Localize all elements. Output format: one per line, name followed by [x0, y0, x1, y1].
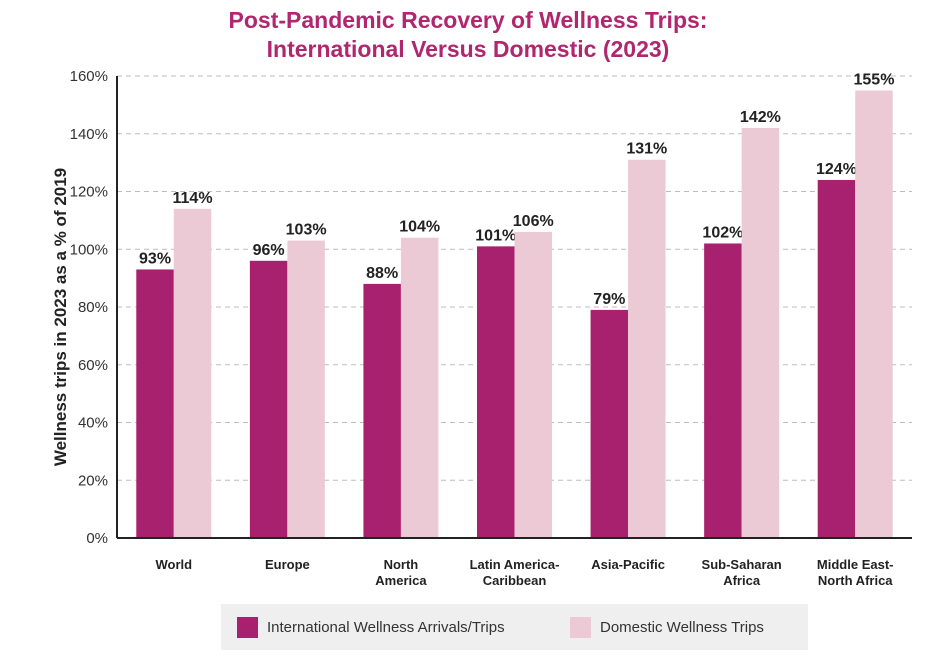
data-label-international: 124%	[816, 161, 857, 178]
y-tick-label: 20%	[78, 472, 108, 489]
legend-swatch-domestic	[570, 616, 591, 638]
x-tick-label: Caribbean	[483, 573, 547, 588]
bar-domestic	[741, 127, 780, 538]
legend-item-international: International Wellness Arrivals/Trips	[237, 616, 505, 638]
legend-label-domestic: Domestic Wellness Trips	[600, 618, 764, 636]
chart-title-line-2: International Versus Domestic (2023)	[266, 36, 670, 62]
x-tick-label: Europe	[265, 557, 310, 572]
x-tick-label: North Africa	[818, 573, 893, 588]
y-tick-label: 120%	[70, 184, 108, 201]
bar-chart: 0% 20% 40% 60% 80% 100% 120% 140% 160% Wellness t…	[51, 68, 912, 588]
legend-label-international: International Wellness Arrivals/Trips	[267, 618, 505, 636]
data-label-domestic: 142%	[740, 109, 781, 126]
x-tick-label: Asia-Pacific	[591, 557, 665, 572]
data-label-domestic: 114%	[173, 190, 213, 207]
chart-title-line-1: Post-Pandemic Recovery of Wellness Trips…	[228, 7, 708, 33]
bar-domestic	[628, 159, 666, 539]
data-label-international: 93%	[139, 250, 171, 267]
data-label-domestic: 106%	[513, 213, 554, 230]
x-tick-label: Latin America-	[470, 557, 560, 572]
bar-international	[363, 283, 401, 538]
data-label-international: 96%	[253, 242, 285, 259]
x-tick-label: America	[375, 573, 427, 588]
data-label-international: 101%	[475, 227, 516, 244]
bar-domestic	[514, 231, 552, 539]
y-tick-label: 160%	[70, 68, 108, 85]
x-tick-label: Sub-Saharan	[702, 557, 782, 572]
x-tick-label: Africa	[723, 573, 761, 588]
data-label-domestic: 103%	[286, 222, 327, 239]
bar-international	[704, 243, 742, 538]
y-tick-label: 60%	[78, 357, 108, 374]
bar-international	[477, 246, 515, 539]
data-label-domestic: 104%	[399, 219, 440, 236]
y-tick-label: 40%	[78, 415, 108, 432]
bar-domestic	[400, 237, 439, 538]
bar-domestic	[855, 90, 893, 538]
legend-item-domestic: Domestic Wellness Trips	[570, 616, 764, 638]
y-axis-title: Wellness trips in 2023 as a % of 2019	[51, 168, 70, 466]
y-tick-label: 80%	[78, 299, 108, 316]
chart-title: Post-Pandemic Recovery of Wellness Trips…	[0, 6, 936, 64]
data-label-domestic: 155%	[854, 71, 895, 88]
data-label-international: 88%	[366, 265, 398, 282]
data-label-international: 102%	[702, 224, 743, 241]
bar-domestic	[173, 208, 212, 538]
bar-international	[249, 260, 288, 538]
x-tick-label: Middle East-	[817, 557, 894, 572]
y-tick-label: 0%	[86, 530, 108, 547]
bar-international	[590, 309, 629, 538]
bar-international	[136, 269, 174, 538]
y-tick-label: 140%	[70, 126, 108, 143]
x-tick-label: World	[155, 557, 192, 572]
y-tick-label: 100%	[70, 241, 108, 258]
legend-swatch-international	[237, 616, 258, 638]
x-tick-label: North	[384, 557, 419, 572]
legend: International Wellness Arrivals/Trips Do…	[221, 604, 808, 650]
bar-international	[817, 179, 856, 538]
data-label-domestic: 131%	[626, 141, 667, 158]
data-label-international: 79%	[593, 291, 625, 308]
bar-domestic	[287, 240, 325, 538]
